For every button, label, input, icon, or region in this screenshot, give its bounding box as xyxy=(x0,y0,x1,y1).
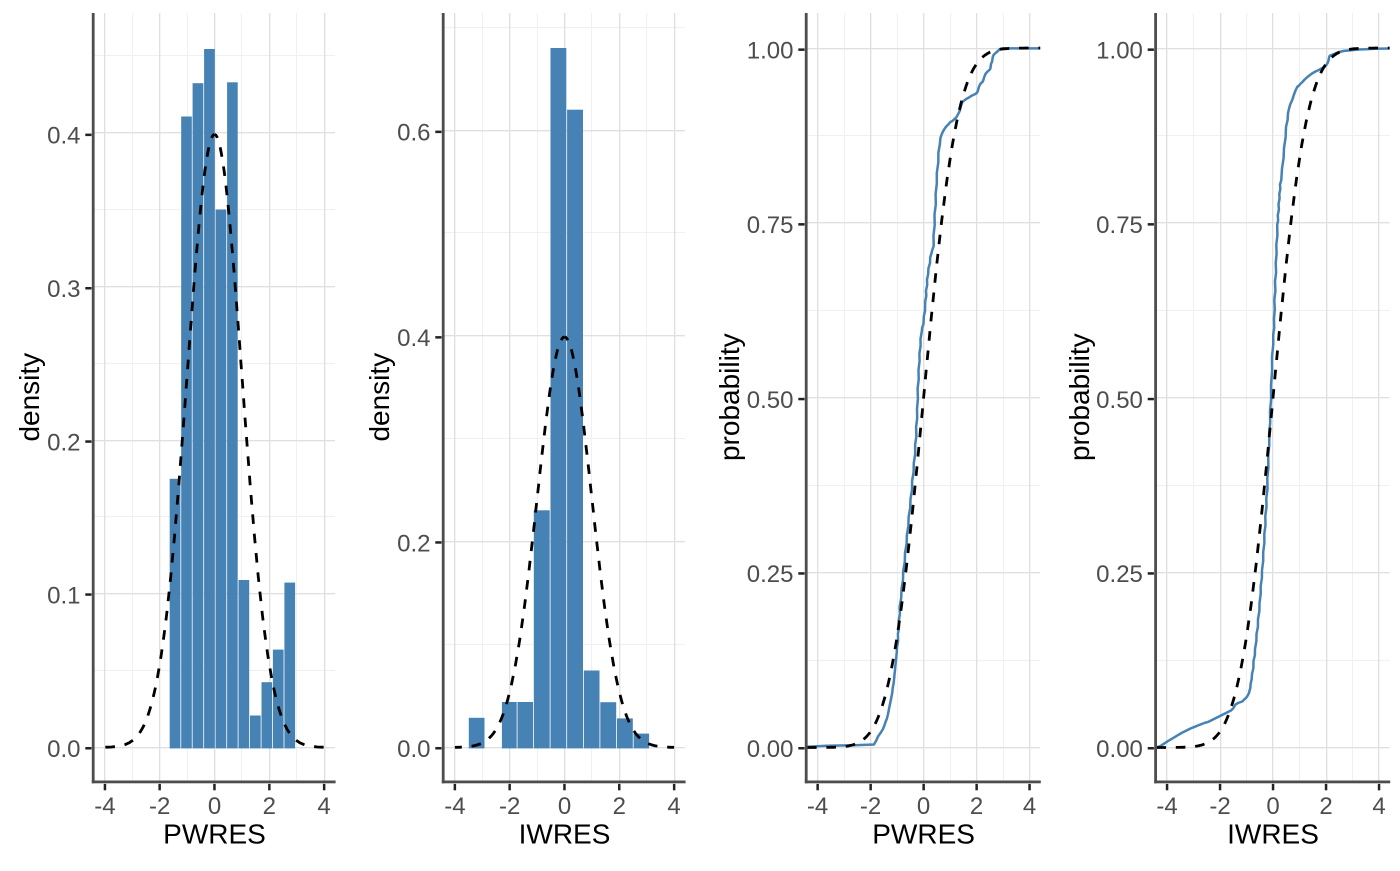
svg-text:0: 0 xyxy=(917,793,930,820)
svg-text:0.75: 0.75 xyxy=(1096,212,1143,239)
svg-text:0.0: 0.0 xyxy=(397,736,430,763)
svg-text:0: 0 xyxy=(558,793,571,820)
svg-text:density: density xyxy=(364,353,395,442)
svg-text:PWRES: PWRES xyxy=(872,819,975,850)
svg-text:PWRES: PWRES xyxy=(163,819,266,850)
svg-text:0.6: 0.6 xyxy=(397,120,430,147)
svg-text:0.50: 0.50 xyxy=(747,387,794,414)
svg-text:-4: -4 xyxy=(94,793,115,820)
svg-text:-4: -4 xyxy=(807,793,828,820)
svg-text:-2: -2 xyxy=(860,793,881,820)
svg-text:0: 0 xyxy=(208,793,221,820)
svg-text:1.00: 1.00 xyxy=(747,38,794,65)
svg-text:-4: -4 xyxy=(1156,793,1177,820)
svg-text:-2: -2 xyxy=(149,793,170,820)
svg-text:0.1: 0.1 xyxy=(47,582,80,609)
svg-text:0.25: 0.25 xyxy=(747,561,794,588)
svg-text:0.50: 0.50 xyxy=(1096,387,1143,414)
svg-text:0.00: 0.00 xyxy=(1096,736,1143,763)
svg-text:0.75: 0.75 xyxy=(747,212,794,239)
svg-text:-4: -4 xyxy=(444,793,465,820)
svg-text:density: density xyxy=(14,353,45,442)
svg-text:0.2: 0.2 xyxy=(47,429,80,456)
svg-text:0.4: 0.4 xyxy=(47,123,80,150)
svg-text:2: 2 xyxy=(1319,793,1332,820)
svg-text:IWRES: IWRES xyxy=(519,819,611,850)
svg-text:probability: probability xyxy=(1064,333,1095,461)
svg-text:0.00: 0.00 xyxy=(747,736,794,763)
svg-text:2: 2 xyxy=(263,793,276,820)
svg-text:4: 4 xyxy=(667,793,680,820)
svg-text:-2: -2 xyxy=(499,793,520,820)
svg-text:4: 4 xyxy=(317,793,330,820)
svg-text:0.25: 0.25 xyxy=(1096,561,1143,588)
svg-text:0.3: 0.3 xyxy=(47,276,80,303)
svg-text:2: 2 xyxy=(970,793,983,820)
svg-text:0.0: 0.0 xyxy=(47,736,80,763)
svg-text:4: 4 xyxy=(1023,793,1036,820)
svg-text:0.2: 0.2 xyxy=(397,530,430,557)
svg-text:2: 2 xyxy=(613,793,626,820)
svg-text:0.4: 0.4 xyxy=(397,325,430,352)
svg-text:0: 0 xyxy=(1266,793,1279,820)
svg-text:1.00: 1.00 xyxy=(1096,38,1143,65)
svg-text:IWRES: IWRES xyxy=(1227,819,1319,850)
svg-text:probability: probability xyxy=(714,333,745,461)
svg-text:4: 4 xyxy=(1372,793,1385,820)
svg-text:-2: -2 xyxy=(1209,793,1230,820)
